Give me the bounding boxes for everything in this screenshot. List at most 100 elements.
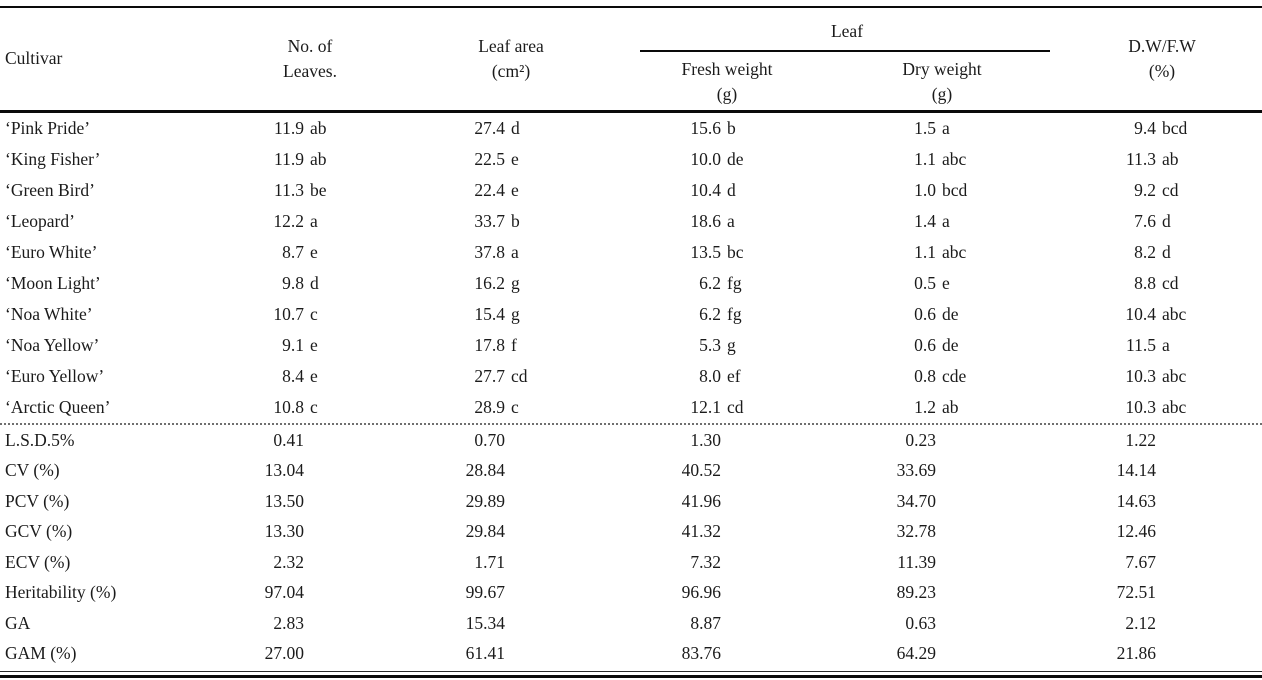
value-number: 97.04 [264,582,304,603]
value-cell: 7.67 [1062,552,1262,573]
col-header-no-of-leaves: No. of Leaves. [283,35,337,81]
header-bottom-rule [0,110,1262,113]
table-row: Heritability (%) 97.04 99.67 96.96 89.23 72.5… [0,578,1262,609]
table-bottom-thin-rule [0,671,1262,672]
significance-letters: fg [727,273,742,293]
value-number: 2.83 [273,612,304,633]
col-group-leaf: Leaf Fresh weight (g) Dry weight (g) [632,8,1062,110]
value-cell: 10.3 abc [1062,366,1262,387]
value-cell: 14.63 [1062,491,1262,512]
statistic-label: CV (%) [5,460,60,481]
significance-letters: a [942,118,950,138]
value-cell: 0.41 [230,430,390,451]
significance-letters: e [942,273,950,293]
table-row: PCV (%) 13.50 29.89 41.96 34.70 14.63 [0,486,1262,517]
value-number: 15.6 [690,118,721,138]
significance-letters: d [310,273,319,293]
significance-letters: abc [1162,397,1187,417]
statistic-label: Heritability (%) [5,582,117,603]
col-header-dry-weight: Dry weight (g) [902,59,982,105]
value-number: 10.8 [273,397,304,417]
value-cell: 12.1 cd [632,397,822,418]
value-number: 15.4 [474,304,505,324]
significance-letters: bc [727,242,744,262]
significance-letters: ab [1162,149,1179,169]
value-cell: 22.4 e [390,180,632,201]
value-cell: 1.22 [1062,430,1262,451]
col-header-dw-fw: D.W/F.W (%) [1128,35,1196,81]
value-cell: 7.32 [632,552,822,573]
value-number: 89.23 [896,582,936,603]
value-cell: 41.32 [632,521,822,542]
value-number: 11.9 [274,149,304,169]
value-cell: 1.1 abc [822,242,1062,263]
value-number: 8.4 [282,366,304,386]
value-number: 14.14 [1116,460,1156,481]
value-cell: 13.5 bc [632,242,822,263]
significance-letters: cd [727,397,744,417]
value-number: 83.76 [681,643,721,664]
value-cell: 2.12 [1062,613,1262,634]
value-cell: 1.2 ab [822,397,1062,418]
table-row: L.S.D.5% 0.41 0.70 1.30 0.23 1.22 [0,425,1262,456]
value-cell: 18.6 a [632,211,822,232]
value-cell: 41.96 [632,491,822,512]
significance-letters: de [942,304,959,324]
col-header-cultivar: Cultivar [5,48,63,69]
value-number: 8.0 [699,366,721,386]
value-cell: 10.4 d [632,180,822,201]
table-bottom-thick-rule [0,675,1262,678]
cultivar-name: ‘Green Bird’ [5,180,95,200]
leaf-group-underline [640,50,1050,52]
cultivar-name: ‘Arctic Queen’ [5,397,111,417]
value-cell: 2.32 [230,552,390,573]
value-number: 61.41 [465,643,505,664]
col-header-fresh-weight: Fresh weight (g) [681,59,773,105]
value-number: 0.23 [905,429,936,450]
value-cell: 72.51 [1062,582,1262,603]
value-cell: 13.04 [230,460,390,481]
value-number: 1.1 [914,149,936,169]
value-cell: 22.5 e [390,149,632,170]
value-number: 0.5 [914,273,936,293]
significance-letters: cd [511,366,528,386]
value-cell: 0.23 [822,430,1062,451]
significance-letters: e [511,180,519,200]
value-cell: 5.3 g [632,335,822,356]
value-number: 6.2 [699,273,721,293]
value-number: 1.1 [914,242,936,262]
significance-letters: g [511,273,520,293]
value-cell: 33.7 b [390,211,632,232]
significance-letters: a [310,211,318,231]
value-number: 6.2 [699,304,721,324]
value-number: 22.5 [474,149,505,169]
value-number: 9.4 [1134,118,1156,138]
value-number: 9.8 [282,273,304,293]
value-number: 1.0 [914,180,936,200]
significance-letters: d [1162,242,1171,262]
significance-letters: ef [727,366,741,386]
value-cell: 14.14 [1062,460,1262,481]
significance-letters: cde [942,366,967,386]
value-number: 16.2 [474,273,505,293]
value-cell: 89.23 [822,582,1062,603]
value-cell: 11.9 ab [230,149,390,170]
significance-letters: b [511,211,520,231]
table-row: ‘Leopard’ 12.2 a 33.7 b 18.6 a 1.4 a 7.6 d [0,206,1262,237]
value-cell: 10.7 c [230,304,390,325]
value-number: 15.34 [465,612,505,633]
value-cell: 6.2 fg [632,304,822,325]
value-cell: 32.78 [822,521,1062,542]
value-cell: 15.34 [390,613,632,634]
value-cell: 27.4 d [390,118,632,139]
significance-letters: c [310,397,318,417]
significance-letters: d [727,180,736,200]
value-number: 7.6 [1134,211,1156,231]
value-number: 8.8 [1134,273,1156,293]
value-cell: 2.83 [230,613,390,634]
value-cell: 8.8 cd [1062,273,1262,294]
value-cell: 83.76 [632,643,822,664]
value-cell: 0.8 cde [822,366,1062,387]
value-cell: 64.29 [822,643,1062,664]
